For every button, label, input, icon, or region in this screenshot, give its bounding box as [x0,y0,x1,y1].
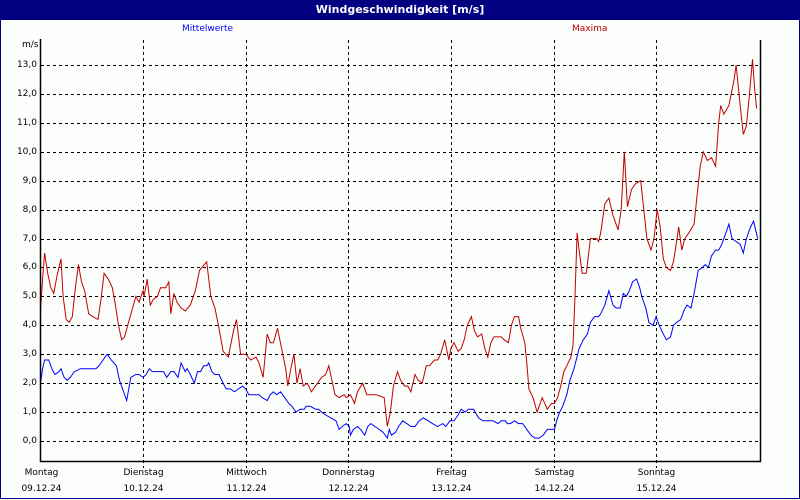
x-tick-label: Sonntag 15.12.24 [636,468,677,494]
y-tick-label: 10,0 [16,146,37,157]
y-tick-label: 2,0 [22,377,37,388]
legend-maxima: Maxima [572,24,608,34]
x-tick-label: Montag 09.12.24 [21,468,62,494]
grid-lines [41,40,760,468]
y-tick-label: 11,0 [16,117,37,128]
plot-border [39,39,762,463]
y-tick-label: 1,0 [22,406,37,417]
legend-mittelwerte: Mittelwerte [182,24,234,34]
x-tick-label: Freitag 13.12.24 [431,468,472,494]
x-tick-label: Donnerstag 12.12.24 [322,468,375,494]
y-tick-label: 7,0 [22,233,37,244]
y-tick-label: 12,0 [16,88,37,99]
series-mittelwerte-line [40,219,759,440]
chart-title: Windgeschwindigkeit [m/s] [0,0,800,20]
x-tick-label: Dienstag 10.12.24 [123,468,164,494]
y-axis-unit: m/s [22,40,39,50]
y-tick-label: 6,0 [22,261,37,272]
series-maxima-line [40,59,758,427]
y-tick-label: 8,0 [22,204,37,215]
y-tick-label: 13,0 [16,59,37,70]
y-tick-label: 5,0 [22,290,37,301]
x-tick-label: Samstag 14.12.24 [534,468,575,494]
y-tick-label: 9,0 [22,175,37,186]
y-tick-label: 0,0 [22,435,37,446]
x-tick-label: Mittwoch 11.12.24 [226,468,267,494]
y-tick-label: 4,0 [22,319,37,330]
y-tick-label: 3,0 [22,348,37,359]
